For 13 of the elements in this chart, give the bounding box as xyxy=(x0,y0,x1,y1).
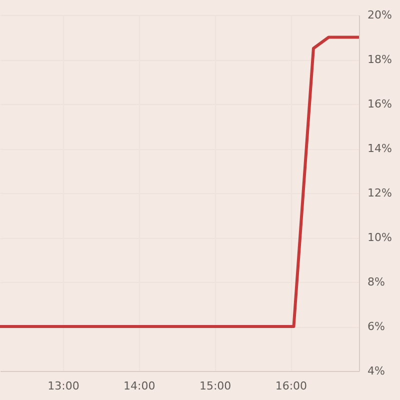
y-tick-label: 14% xyxy=(368,142,392,155)
y-tick-label: 16% xyxy=(368,98,392,110)
x-tick-label: 16:00 xyxy=(275,380,308,392)
y-tick-label: 18% xyxy=(368,53,392,66)
y-tick-label: 6% xyxy=(368,320,385,333)
y-tick-label: 20% xyxy=(368,8,392,22)
y-tick-label: 4% xyxy=(368,364,385,378)
y-tick-label: 10% xyxy=(368,231,392,244)
x-tick-label: 13:00 xyxy=(48,380,80,392)
x-tick-label: 14:00 xyxy=(124,380,156,392)
y-tick-label: 12% xyxy=(368,186,392,200)
y-tick-label: 8% xyxy=(368,276,385,288)
x-tick-label: 15:00 xyxy=(199,380,232,392)
